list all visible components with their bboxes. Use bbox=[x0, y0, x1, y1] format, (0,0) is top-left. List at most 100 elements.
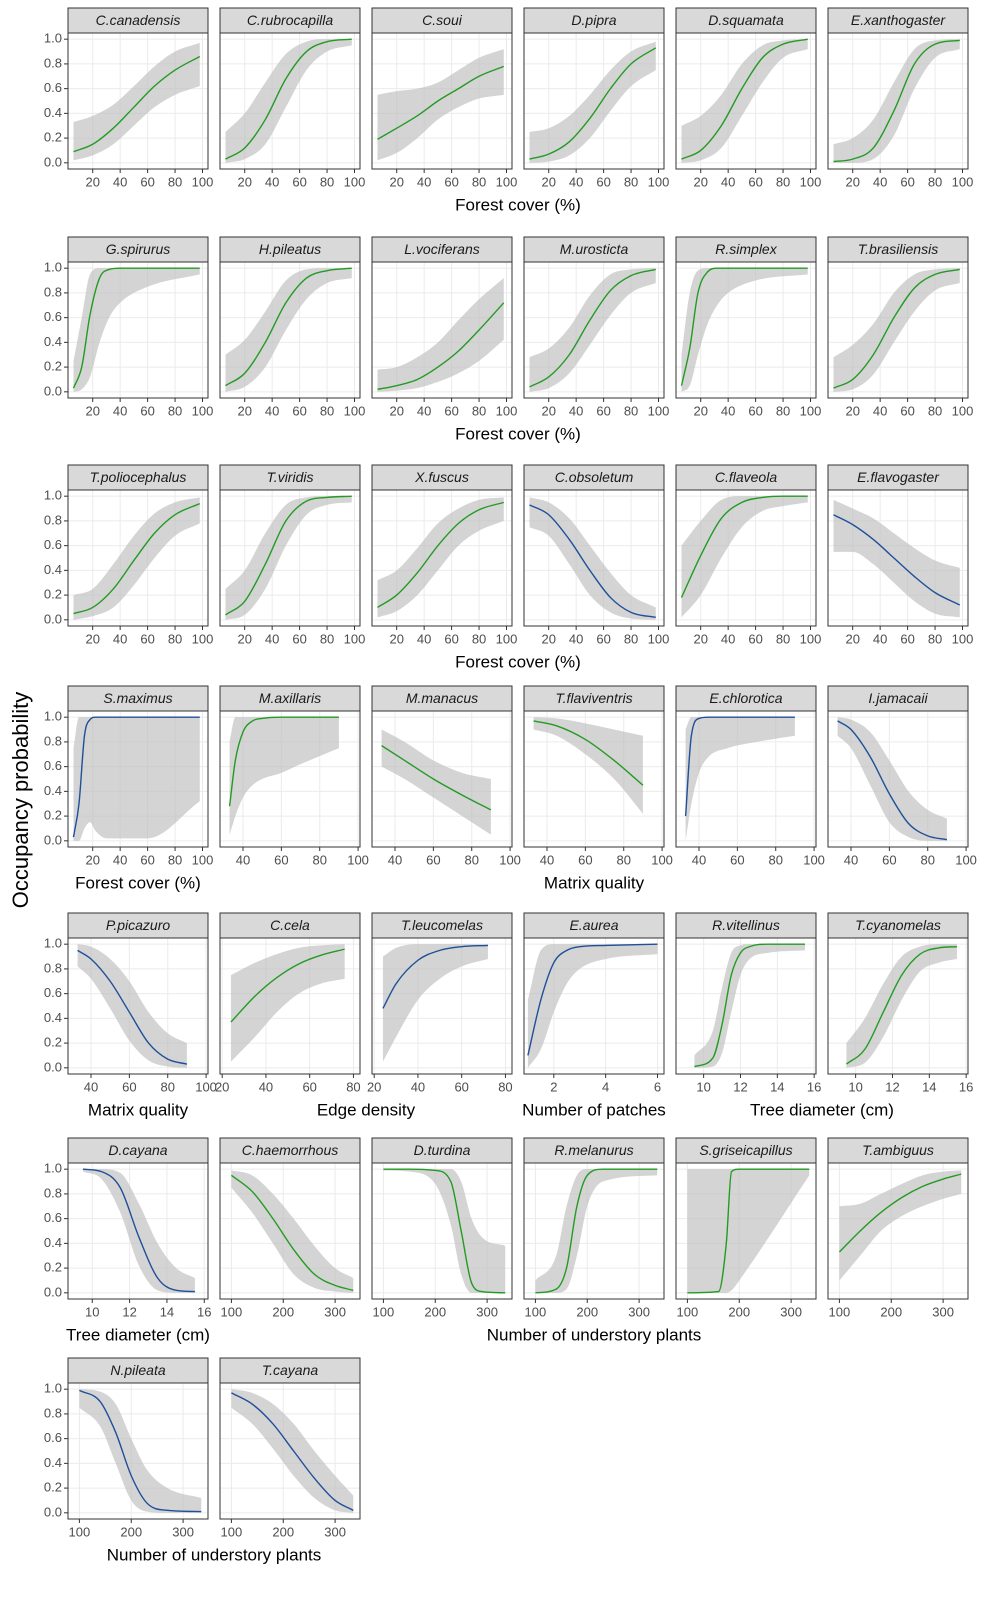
strip-title: R.melanurus bbox=[554, 1142, 633, 1158]
strip-title: E.xanthogaster bbox=[851, 12, 947, 28]
x-tick-label: 14 bbox=[922, 1079, 936, 1094]
x-tick-label: 60 bbox=[426, 852, 440, 867]
y-tick-label: 1.0 bbox=[44, 1161, 62, 1176]
panel: 20406080T.leucomelas bbox=[367, 913, 513, 1094]
x-axis-title: Forest cover (%) bbox=[455, 195, 581, 214]
x-tick-label: 80 bbox=[168, 631, 182, 646]
strip-title: D.turdina bbox=[414, 1142, 471, 1158]
x-tick-label: 60 bbox=[140, 852, 154, 867]
strip-title: T.poliocephalus bbox=[90, 469, 187, 485]
x-tick-label: 40 bbox=[417, 174, 431, 189]
x-tick-label: 80 bbox=[168, 403, 182, 418]
x-tick-label: 20 bbox=[85, 174, 99, 189]
x-tick-label: 80 bbox=[472, 631, 486, 646]
x-tick-label: 100 bbox=[344, 174, 366, 189]
figure: Occupancy probability 0.00.20.40.60.81.0… bbox=[0, 0, 1000, 1598]
x-tick-label: 100 bbox=[648, 174, 670, 189]
strip-title: C.rubrocapilla bbox=[247, 12, 334, 28]
x-tick-label: 40 bbox=[873, 403, 887, 418]
x-tick-label: 60 bbox=[900, 403, 914, 418]
x-tick-label: 40 bbox=[721, 403, 735, 418]
x-tick-label: 40 bbox=[259, 1079, 273, 1094]
x-axis-title: Matrix quality bbox=[88, 1100, 189, 1119]
x-tick-label: 80 bbox=[472, 174, 486, 189]
y-tick-label: 0.4 bbox=[44, 562, 62, 577]
x-tick-label: 40 bbox=[873, 631, 887, 646]
x-tick-label: 200 bbox=[424, 1304, 446, 1319]
y-tick-label: 0.8 bbox=[44, 1185, 62, 1200]
x-tick-label: 100 bbox=[952, 631, 974, 646]
strip-title: P.picazuro bbox=[106, 917, 171, 933]
x-tick-label: 300 bbox=[780, 1304, 802, 1319]
strip-title: D.pipra bbox=[571, 12, 616, 28]
strip-title: D.cayana bbox=[108, 1142, 167, 1158]
strip-title: M.urosticta bbox=[560, 241, 629, 257]
x-tick-label: 20 bbox=[237, 174, 251, 189]
x-tick-label: 20 bbox=[389, 174, 403, 189]
x-tick-label: 200 bbox=[880, 1304, 902, 1319]
x-tick-label: 60 bbox=[900, 174, 914, 189]
strip-title: M.manacus bbox=[406, 690, 478, 706]
x-tick-label: 20 bbox=[389, 631, 403, 646]
x-tick-label: 100 bbox=[221, 1524, 243, 1539]
y-tick-label: 1.0 bbox=[44, 1381, 62, 1396]
x-tick-label: 60 bbox=[444, 403, 458, 418]
x-tick-label: 80 bbox=[312, 852, 326, 867]
x-tick-label: 40 bbox=[721, 174, 735, 189]
x-tick-label: 40 bbox=[113, 852, 127, 867]
y-tick-label: 0.6 bbox=[44, 1210, 62, 1225]
panel: 20406080100E.flavogaster bbox=[828, 465, 973, 646]
x-axis-title: Number of understory plants bbox=[487, 1325, 702, 1344]
x-tick-label: 80 bbox=[320, 631, 334, 646]
x-tick-label: 100 bbox=[955, 852, 977, 867]
x-axis-title: Edge density bbox=[317, 1100, 416, 1119]
x-tick-label: 60 bbox=[748, 631, 762, 646]
y-tick-label: 0.8 bbox=[44, 284, 62, 299]
x-tick-label: 4 bbox=[602, 1079, 609, 1094]
x-tick-label: 20 bbox=[693, 631, 707, 646]
x-tick-label: 80 bbox=[624, 631, 638, 646]
strip-title: S.griseicapillus bbox=[699, 1142, 792, 1158]
y-tick-label: 0.8 bbox=[44, 55, 62, 70]
x-tick-label: 20 bbox=[389, 403, 403, 418]
x-tick-label: 40 bbox=[113, 174, 127, 189]
strip-title: M.axillaris bbox=[259, 690, 321, 706]
x-tick-label: 40 bbox=[692, 852, 706, 867]
y-tick-label: 0.6 bbox=[44, 985, 62, 1000]
x-tick-label: 100 bbox=[192, 174, 214, 189]
x-tick-label: 100 bbox=[344, 403, 366, 418]
x-tick-label: 60 bbox=[140, 174, 154, 189]
x-tick-label: 300 bbox=[172, 1524, 194, 1539]
x-tick-label: 20 bbox=[541, 403, 555, 418]
x-tick-label: 40 bbox=[236, 852, 250, 867]
x-tick-label: 20 bbox=[693, 403, 707, 418]
x-tick-label: 10 bbox=[85, 1304, 99, 1319]
x-tick-label: 80 bbox=[472, 403, 486, 418]
x-tick-label: 20 bbox=[85, 631, 99, 646]
panel: 20406080100T.brasiliensis bbox=[828, 237, 973, 418]
strip-title: T.ambiguus bbox=[862, 1142, 934, 1158]
y-tick-label: 1.0 bbox=[44, 709, 62, 724]
y-tick-label: 0.2 bbox=[44, 130, 62, 145]
x-tick-label: 80 bbox=[920, 852, 934, 867]
x-tick-label: 100 bbox=[344, 631, 366, 646]
strip-title: C.cela bbox=[270, 917, 310, 933]
x-tick-label: 80 bbox=[624, 174, 638, 189]
x-tick-label: 16 bbox=[807, 1079, 821, 1094]
x-tick-label: 40 bbox=[113, 403, 127, 418]
x-tick-label: 60 bbox=[882, 852, 896, 867]
x-tick-label: 40 bbox=[388, 852, 402, 867]
x-tick-label: 100 bbox=[648, 631, 670, 646]
y-tick-label: 1.0 bbox=[44, 936, 62, 951]
x-tick-label: 100 bbox=[800, 174, 822, 189]
x-tick-label: 200 bbox=[272, 1304, 294, 1319]
y-tick-label: 0.8 bbox=[44, 960, 62, 975]
x-tick-label: 80 bbox=[768, 852, 782, 867]
x-tick-label: 40 bbox=[569, 403, 583, 418]
strip-title: R.simplex bbox=[715, 241, 777, 257]
x-tick-label: 300 bbox=[628, 1304, 650, 1319]
panel: 10121416T.cyanomelas bbox=[828, 913, 973, 1094]
x-tick-label: 40 bbox=[411, 1079, 425, 1094]
